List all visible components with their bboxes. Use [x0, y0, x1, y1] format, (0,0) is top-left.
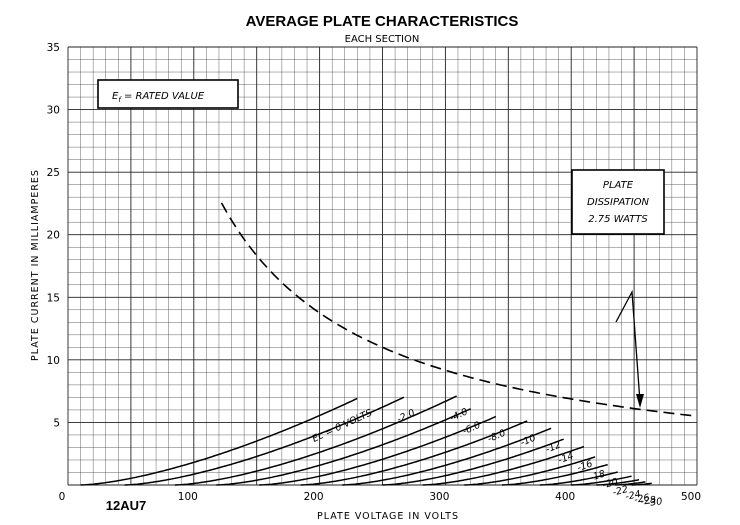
plate-curve: [259, 415, 497, 486]
ef-subscript: f: [118, 96, 122, 104]
dissipation-line-2: DISSIPATION: [587, 197, 650, 208]
filament-voltage-box-frame: [97, 79, 239, 109]
filament-voltage-box: Ef = RATED VALUE: [97, 79, 239, 109]
plate-curve: [539, 471, 618, 486]
curve-label: -14: [557, 450, 575, 466]
plate-curve: [422, 445, 585, 486]
plate-curve: [596, 478, 640, 486]
plate-curve: [571, 475, 632, 486]
dissipation-line-3: 2.75 WATTS: [588, 214, 648, 225]
curve-label: -16: [576, 458, 594, 474]
chart-title: AVERAGE PLATE CHARACTERISTICS: [246, 13, 519, 30]
plate-curve: [174, 395, 458, 486]
ef-value: = RATED VALUE: [121, 91, 205, 102]
x-axis-label: PLATE VOLTAGE IN VOLTS: [317, 511, 459, 522]
curve-label: -28: [640, 495, 657, 508]
plate-dissipation-box-frame: [571, 169, 665, 235]
y-tick-label: 5: [53, 417, 60, 429]
x-axis-tick-labels: 0 100 200 300 400 500: [59, 491, 701, 503]
y-tick-label: 15: [47, 292, 60, 304]
curve-label: Ec = 0 VOLTS: [311, 407, 374, 444]
plate-curve: [342, 427, 552, 486]
curve-label: -22: [612, 484, 630, 498]
x-tick-label: 200: [304, 491, 324, 503]
x-tick-label: 100: [178, 491, 198, 503]
plate-curve: [631, 482, 652, 486]
plate-curve: [80, 397, 358, 486]
y-tick-label: 10: [47, 355, 60, 367]
y-axis-label: PLATE CURRENT IN MILLIAMPERES: [30, 169, 41, 361]
curve-labels: Ec = 0 VOLTS -2.0 -4.0-6.0 -8.0 -10 -12-14-16…: [311, 406, 663, 509]
ef-symbol: E: [112, 91, 119, 102]
curve-label: -26: [633, 492, 650, 506]
plate-dissipation-box: PLATE DISSIPATION 2.75 WATTS: [571, 169, 665, 235]
x-tick-label: 500: [681, 491, 701, 503]
plate-curve: [382, 438, 564, 486]
tube-type-label: 12AU7: [106, 498, 146, 513]
x-tick-label: 300: [429, 491, 449, 503]
plate-curve: [464, 456, 596, 486]
curve-label: -20: [601, 476, 619, 491]
y-tick-label: 25: [47, 167, 60, 179]
y-axis-tick-labels: 5 10 15 20 25 30 35: [47, 42, 60, 429]
plate-curve: [501, 463, 608, 486]
curve-label: -24: [624, 489, 641, 503]
x-tick-label: 0: [59, 491, 66, 503]
chart-subtitle: EACH SECTION: [345, 34, 420, 45]
dissipation-line-1: PLATE: [603, 180, 634, 191]
y-tick-label: 30: [47, 105, 60, 117]
curve-label: -18: [589, 468, 607, 483]
plate-curve: [300, 420, 528, 486]
plate-curve: [124, 396, 405, 486]
curve-label: -12: [544, 439, 563, 455]
y-tick-label: 35: [47, 42, 60, 54]
y-tick-label: 20: [47, 230, 60, 242]
plate-dissipation-curve: [220, 202, 698, 417]
plate-curve: [216, 408, 471, 486]
filament-voltage-label: Ef = RATED VALUE: [112, 91, 205, 104]
major-grid: [67, 46, 698, 486]
plate-curve: [615, 481, 646, 486]
dissipation-pointer-arrow: [615, 289, 641, 403]
x-tick-label: 400: [555, 491, 575, 503]
dissipation-arrowhead: [636, 394, 644, 408]
curve-label: -30: [646, 496, 663, 509]
plate-curves: [80, 395, 652, 486]
curve-label: -4.0: [448, 406, 469, 424]
